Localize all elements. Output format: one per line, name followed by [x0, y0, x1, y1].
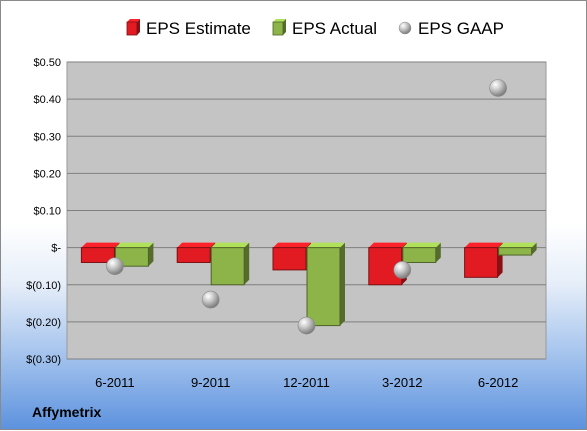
- point-eps-gaap: [106, 257, 124, 275]
- bar-eps-estimate: [176, 242, 216, 263]
- y-tick-label: $-: [51, 243, 61, 255]
- x-tick-label: 6-2012: [478, 375, 518, 390]
- bar-eps-actual: [210, 242, 250, 286]
- bar-eps-actual: [498, 242, 537, 256]
- y-tick-label: $0.20: [33, 168, 61, 180]
- y-tick-label: $0.10: [33, 206, 61, 218]
- x-tick-label: 12-2011: [283, 375, 330, 390]
- legend-eps-actual: EPS Actual: [272, 19, 377, 38]
- point-eps-gaap: [297, 316, 316, 335]
- y-tick-label: $0.30: [33, 131, 61, 143]
- x-tick-label: 9-2011: [191, 375, 231, 390]
- y-tick-label: $(0.30): [26, 354, 61, 366]
- y-tick-label: $(0.20): [26, 317, 61, 329]
- legend-label: EPS Estimate: [146, 19, 251, 38]
- y-tick-label: $0.50: [33, 57, 61, 69]
- point-eps-gaap: [489, 79, 507, 97]
- point-eps-gaap: [393, 261, 412, 279]
- legend-label: EPS Actual: [292, 19, 377, 38]
- bar-eps-actual: [114, 242, 154, 267]
- point-eps-gaap: [201, 290, 220, 309]
- bar-eps-actual: [402, 242, 441, 263]
- x-tick-label: 6-2011: [95, 375, 135, 390]
- legend-label: EPS GAAP: [418, 19, 504, 38]
- legend-eps-estimate: EPS Estimate: [126, 19, 251, 38]
- company-name: Affymetrix: [32, 404, 102, 420]
- x-tick-label: 3-2012: [382, 375, 422, 390]
- bar-eps-estimate: [464, 242, 503, 278]
- bar-eps-actual: [306, 242, 345, 327]
- legend-eps-gaap: EPS GAAP: [398, 19, 504, 38]
- y-tick-label: $0.40: [33, 94, 61, 106]
- bar-eps-estimate: [272, 242, 311, 271]
- y-tick-label: $(0.10): [26, 280, 61, 292]
